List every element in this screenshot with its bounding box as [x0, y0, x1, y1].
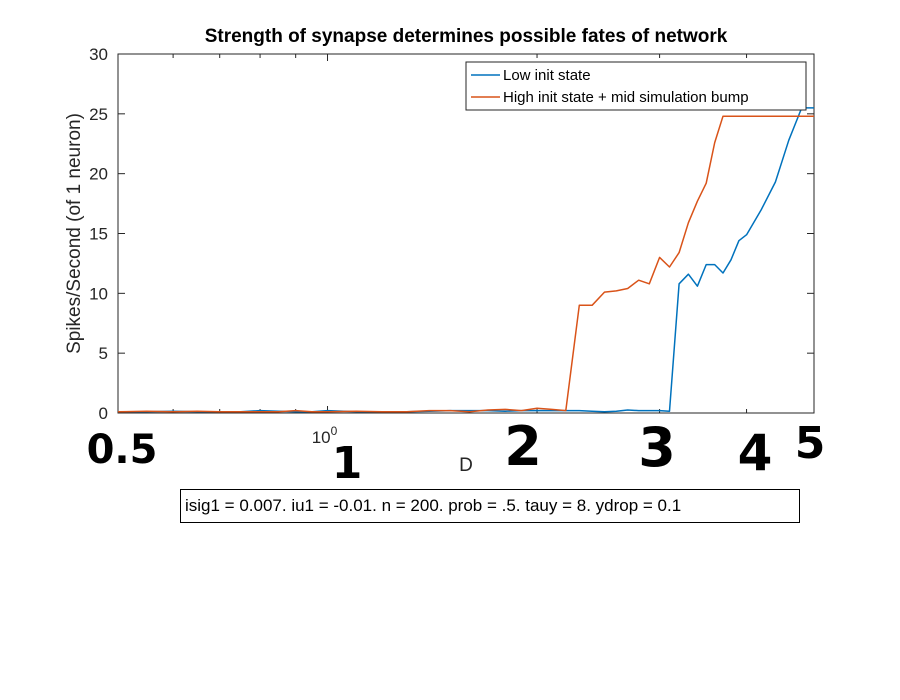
- handwritten-label-2: 2: [504, 415, 542, 478]
- legend-label-0: Low init state: [503, 67, 591, 84]
- handwritten-label-1: 1: [332, 438, 363, 489]
- handwritten-label-0: 0.5: [87, 427, 158, 473]
- handwritten-label-4: 4: [738, 424, 773, 482]
- y-tick-label-0: 0: [99, 404, 108, 423]
- y-tick-label-4: 20: [89, 165, 108, 184]
- y-tick-label-1: 5: [99, 344, 108, 363]
- x-axis-label: D: [459, 455, 473, 476]
- y-tick-label-3: 15: [89, 225, 108, 244]
- y-tick-label-2: 10: [89, 284, 108, 303]
- chart-title: Strength of synapse determines possible …: [205, 26, 728, 47]
- y-tick-label-6: 30: [89, 45, 108, 64]
- parameter-annotation: isig1 = 0.007. iu1 = -0.01. n = 200. pro…: [180, 489, 800, 523]
- legend: Low init state High init state + mid simu…: [466, 62, 806, 110]
- handwritten-label-3: 3: [638, 416, 676, 479]
- handwritten-label-5: 5: [795, 418, 826, 469]
- y-axis-label: Spikes/Second (of 1 neuron): [64, 113, 85, 354]
- legend-label-1: High init state + mid simulation bump: [503, 89, 749, 106]
- handwritten-labels: 0.5 1 2 3 4 5: [87, 415, 826, 489]
- y-tick-label-5: 25: [89, 105, 108, 124]
